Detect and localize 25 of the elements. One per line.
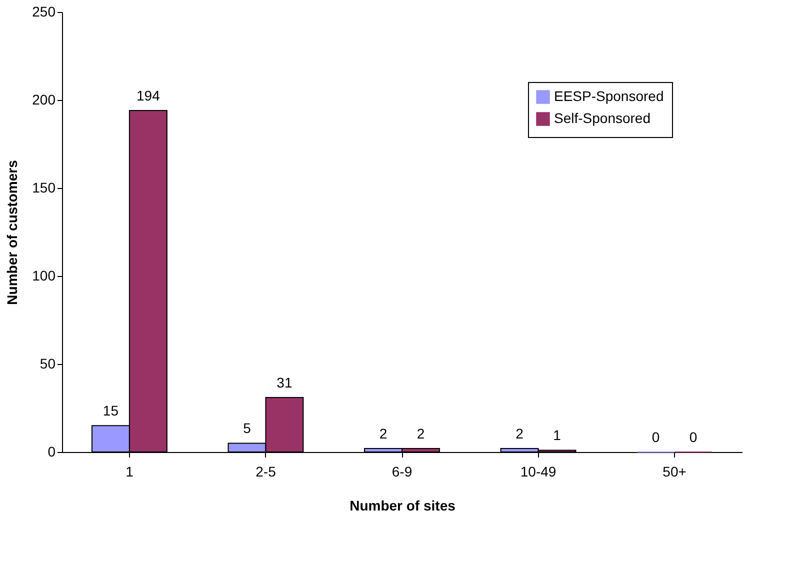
y-tick-label: 0 — [48, 444, 56, 460]
y-tick-label: 250 — [32, 4, 56, 20]
x-axis-title: Number of sites — [350, 498, 456, 514]
data-label: 194 — [136, 88, 160, 104]
x-tick-label: 10-49 — [520, 464, 556, 480]
data-label: 2 — [516, 425, 524, 442]
y-tick-label: 100 — [32, 268, 56, 284]
data-label: 1 — [553, 427, 562, 444]
x-tick-label: 50+ — [662, 464, 686, 480]
y-tick-label: 150 — [32, 180, 56, 196]
x-tick-label: 6-9 — [392, 464, 412, 480]
data-label: 5 — [243, 420, 252, 436]
data-label: 0 — [689, 429, 698, 445]
y-axis-title: Number of customers — [4, 160, 20, 305]
legend-label: EESP-Sponsored — [554, 88, 664, 104]
data-label: 31 — [276, 374, 292, 390]
y-tick-label: 50 — [40, 356, 56, 372]
data-label: 2 — [416, 425, 425, 442]
x-tick-label: 2-5 — [256, 464, 276, 480]
y-tick-label: 200 — [32, 92, 56, 108]
legend-label: Self-Sponsored — [554, 110, 651, 126]
data-label: 15 — [102, 402, 119, 419]
x-tick-label: 1 — [126, 464, 134, 480]
data-label: 2 — [379, 425, 388, 442]
data-label: 0 — [652, 429, 660, 445]
